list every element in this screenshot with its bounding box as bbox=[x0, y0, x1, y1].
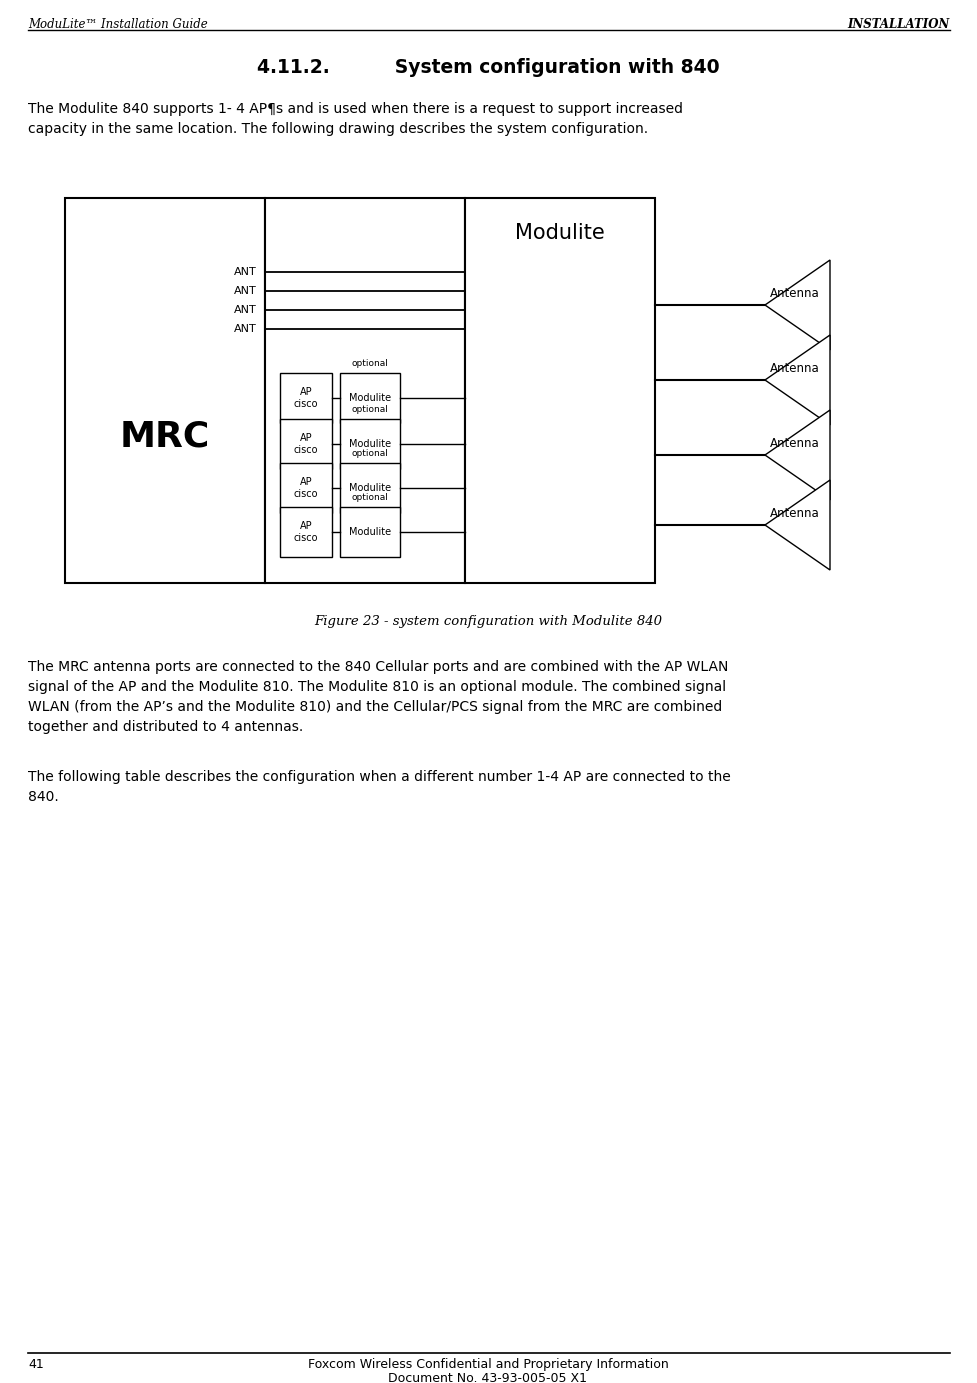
Text: Foxcom Wireless Confidential and Proprietary Information: Foxcom Wireless Confidential and Proprie… bbox=[308, 1358, 668, 1371]
Text: ANT: ANT bbox=[234, 306, 257, 315]
Text: optional: optional bbox=[352, 449, 389, 458]
Text: Figure 23 - system configuration with Modulite 840: Figure 23 - system configuration with Mo… bbox=[314, 615, 662, 628]
Bar bbox=[280, 373, 332, 423]
Text: Document No. 43-93-005-05 X1: Document No. 43-93-005-05 X1 bbox=[389, 1372, 587, 1383]
Text: ANT: ANT bbox=[234, 267, 257, 277]
Text: Modulite: Modulite bbox=[349, 438, 391, 449]
Text: Antenna: Antenna bbox=[770, 362, 820, 375]
Text: Antenna: Antenna bbox=[770, 288, 820, 300]
Text: MRC: MRC bbox=[120, 419, 210, 454]
Text: optional: optional bbox=[352, 405, 389, 414]
Bar bbox=[340, 463, 400, 513]
Text: AP
cisco: AP cisco bbox=[294, 521, 319, 542]
Text: The MRC antenna ports are connected to the 840 Cellular ports and are combined w: The MRC antenna ports are connected to t… bbox=[28, 660, 729, 734]
Bar bbox=[280, 463, 332, 513]
Text: 41: 41 bbox=[28, 1358, 44, 1371]
Text: Antenna: Antenna bbox=[770, 508, 820, 520]
Text: AP
cisco: AP cisco bbox=[294, 387, 319, 409]
Polygon shape bbox=[765, 409, 830, 501]
Polygon shape bbox=[765, 260, 830, 350]
Text: AP
cisco: AP cisco bbox=[294, 477, 319, 499]
Bar bbox=[280, 508, 332, 557]
Bar bbox=[340, 508, 400, 557]
Text: Modulite: Modulite bbox=[349, 393, 391, 402]
Polygon shape bbox=[765, 335, 830, 425]
Bar bbox=[340, 373, 400, 423]
Text: AP
cisco: AP cisco bbox=[294, 433, 319, 455]
Text: optional: optional bbox=[352, 360, 389, 368]
Text: The Modulite 840 supports 1- 4 AP¶s and is used when there is a request to suppo: The Modulite 840 supports 1- 4 AP¶s and … bbox=[28, 102, 683, 136]
Text: Modulite: Modulite bbox=[349, 483, 391, 492]
Bar bbox=[340, 419, 400, 469]
Text: optional: optional bbox=[352, 492, 389, 502]
Bar bbox=[65, 198, 265, 584]
Text: 4.11.2.          System configuration with 840: 4.11.2. System configuration with 840 bbox=[257, 58, 719, 77]
Text: ANT: ANT bbox=[234, 324, 257, 335]
Text: Modulite: Modulite bbox=[515, 223, 605, 243]
Text: Modulite: Modulite bbox=[349, 527, 391, 537]
Bar bbox=[280, 419, 332, 469]
Polygon shape bbox=[765, 480, 830, 570]
Text: ModuLite™ Installation Guide: ModuLite™ Installation Guide bbox=[28, 18, 208, 30]
Text: INSTALLATION: INSTALLATION bbox=[848, 18, 950, 30]
Text: The following table describes the configuration when a different number 1-4 AP a: The following table describes the config… bbox=[28, 770, 731, 804]
Bar bbox=[265, 198, 465, 584]
Text: Antenna: Antenna bbox=[770, 437, 820, 449]
Text: ANT: ANT bbox=[234, 286, 257, 296]
Bar bbox=[465, 198, 655, 584]
